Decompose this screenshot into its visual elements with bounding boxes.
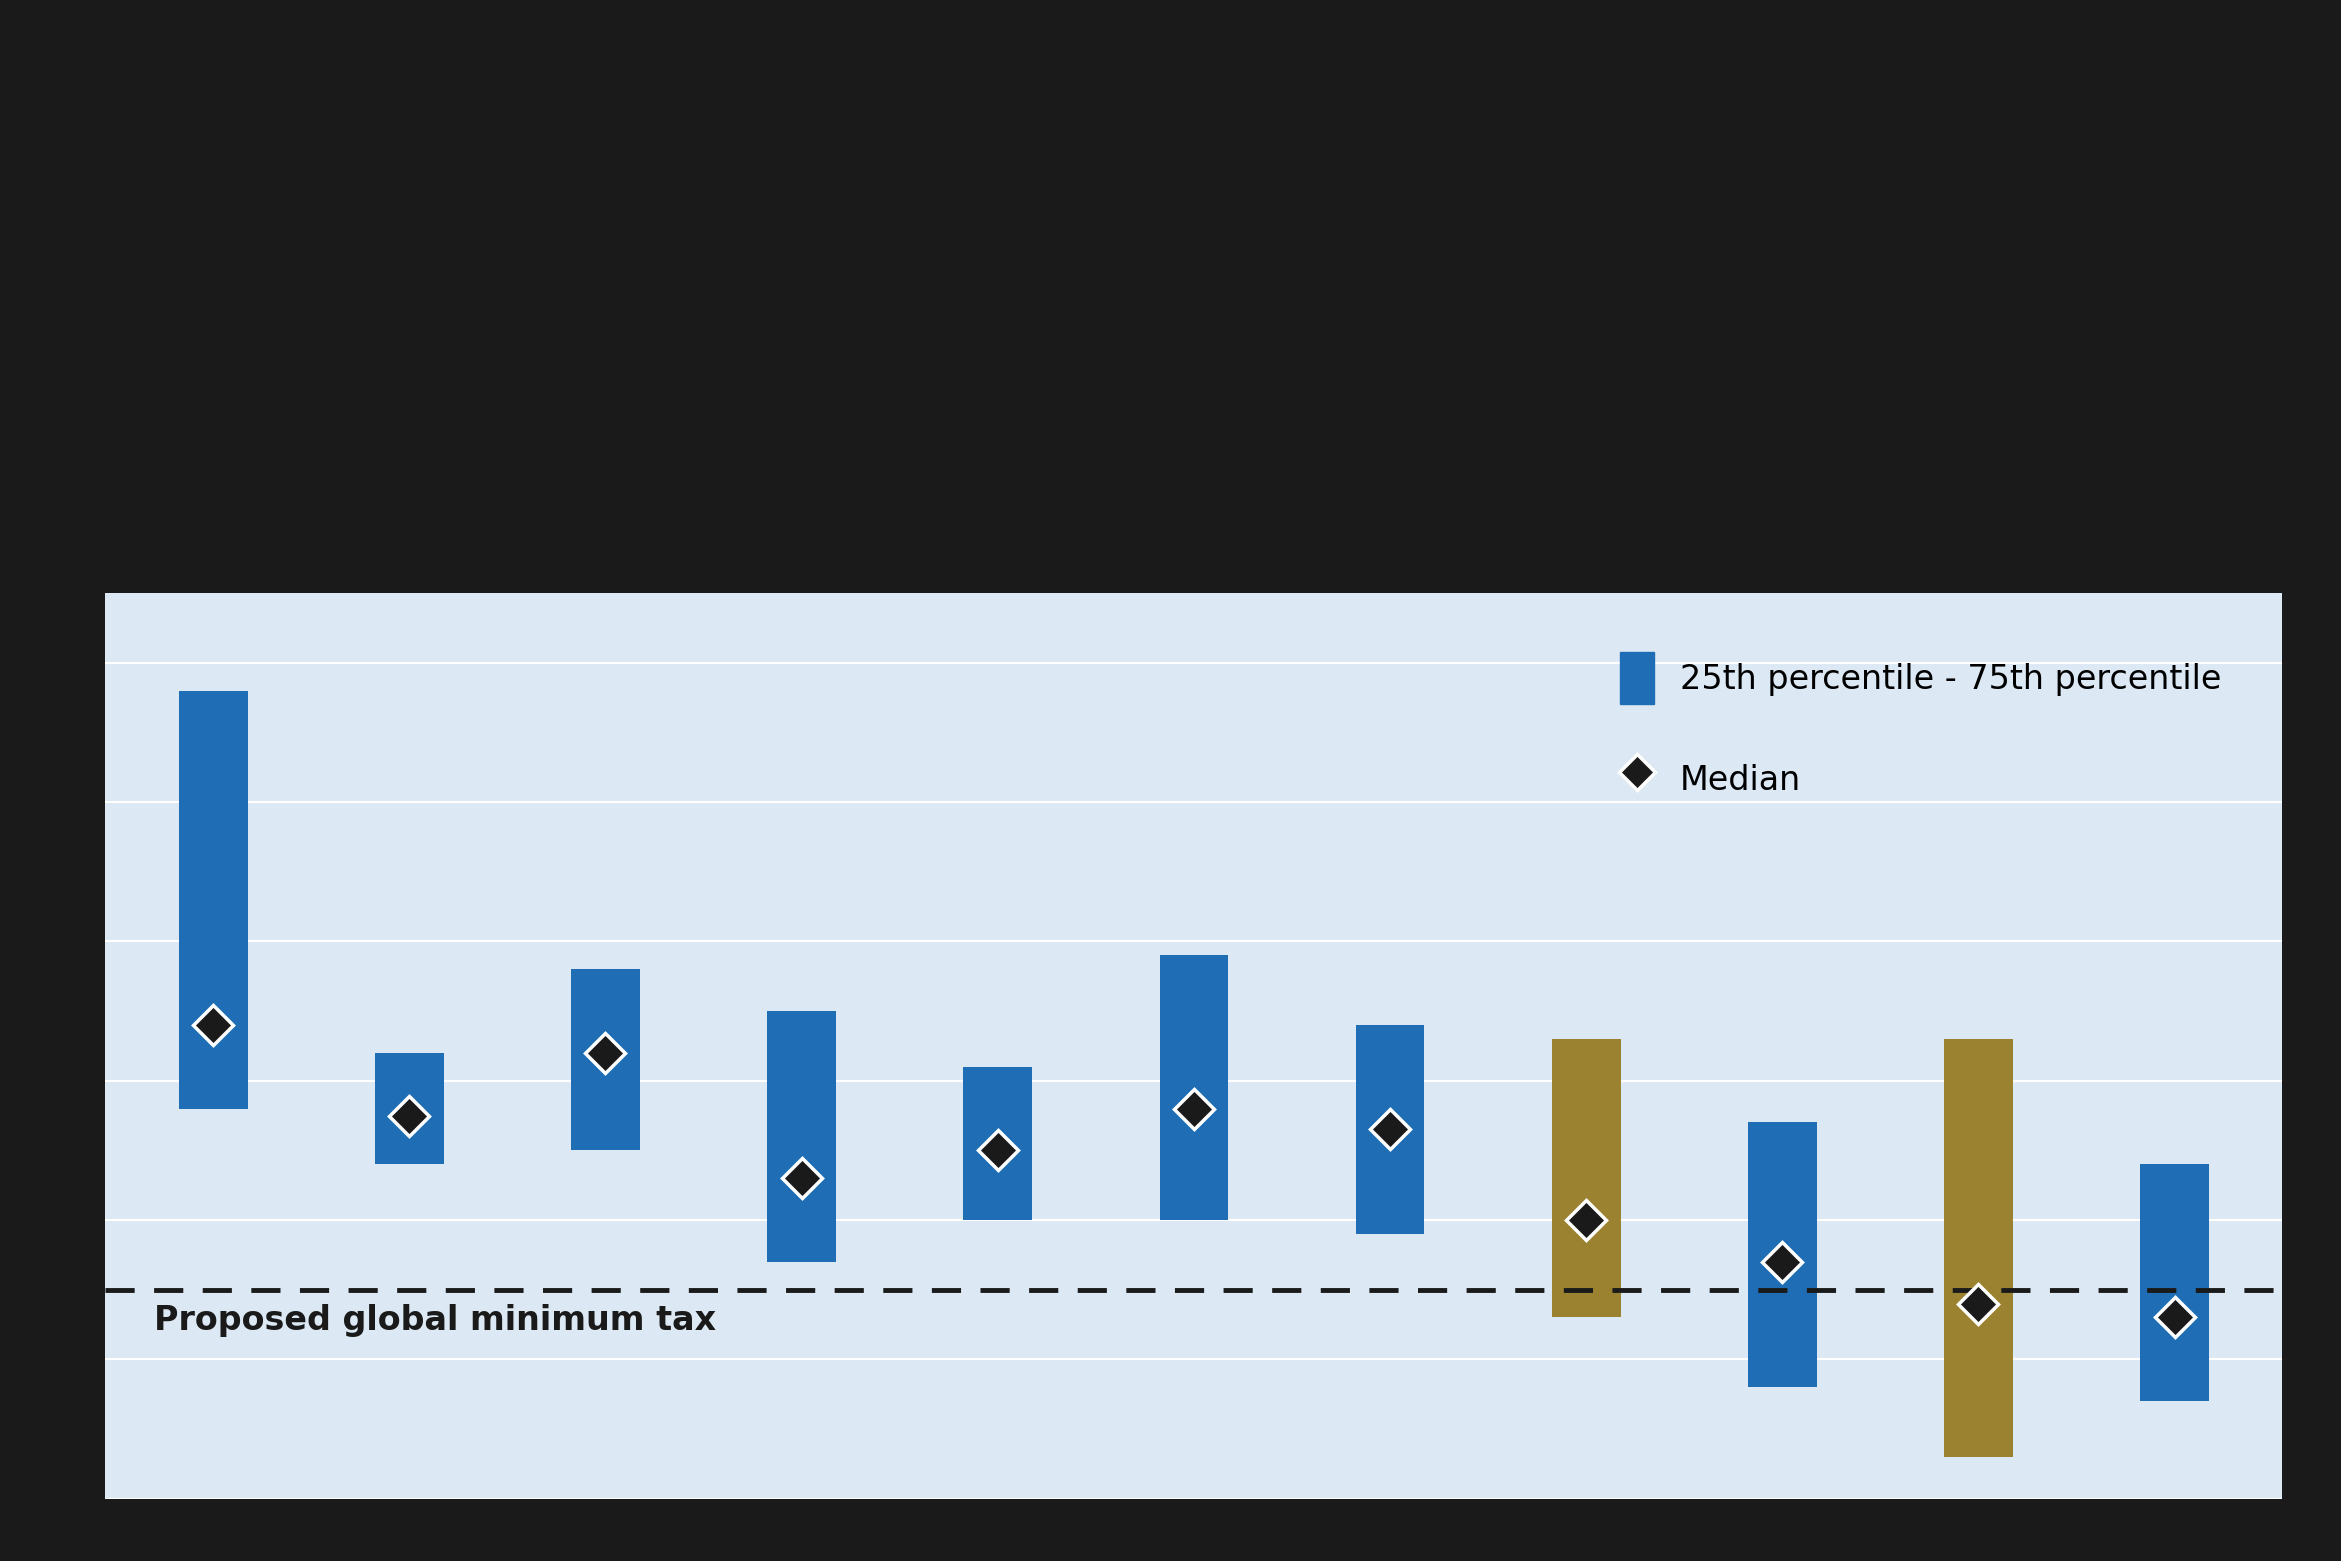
Bar <box>964 1066 1032 1221</box>
Bar <box>1749 1122 1817 1388</box>
Bar <box>178 690 248 1108</box>
Bar <box>1159 955 1229 1221</box>
Bar <box>768 1012 836 1261</box>
Text: Proposed global minimum tax: Proposed global minimum tax <box>155 1303 716 1336</box>
Legend: 25th percentile - 75th percentile, Median: 25th percentile - 75th percentile, Media… <box>1587 618 2254 838</box>
Bar <box>1552 1040 1620 1317</box>
Bar <box>2140 1165 2210 1402</box>
Bar <box>1943 1040 2013 1456</box>
Bar <box>375 1052 445 1165</box>
Bar <box>1355 1026 1423 1233</box>
Bar <box>571 969 639 1150</box>
